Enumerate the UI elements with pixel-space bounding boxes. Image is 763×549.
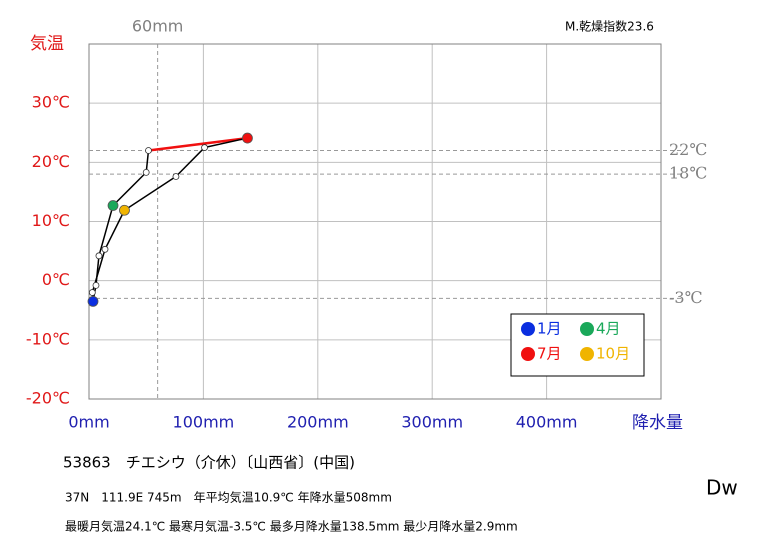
climate-segment	[104, 209, 126, 250]
month-point	[101, 245, 109, 253]
y-tick-label: -20℃	[26, 389, 70, 408]
reference-label: 18℃	[669, 164, 707, 183]
legend-label: 7月	[537, 345, 562, 363]
month-point	[172, 173, 180, 180]
month-point	[201, 144, 208, 151]
month-point	[242, 132, 253, 144]
climate-segment	[124, 175, 177, 211]
legend-marker	[580, 347, 594, 361]
climate-class: Dw	[706, 476, 738, 500]
legend-marker	[521, 347, 535, 361]
reference-label: 60mm	[132, 17, 184, 36]
y-tick-label: 30℃	[32, 93, 70, 112]
y-tick-label: 0℃	[42, 270, 70, 289]
y-tick-label: -10℃	[26, 329, 70, 348]
month-point	[119, 204, 130, 216]
legend-marker	[521, 322, 535, 336]
month-point	[107, 200, 119, 211]
y-axis-label: 気温	[30, 34, 64, 54]
legend-marker	[580, 322, 594, 336]
climate-segment	[112, 171, 147, 207]
reference-label: 22℃	[669, 140, 707, 159]
reference-label: -3℃	[669, 288, 702, 307]
x-tick-label: 100mm	[173, 413, 235, 432]
month-point	[88, 289, 96, 296]
month-point	[142, 168, 150, 176]
plot-frame	[88, 43, 662, 400]
x-tick-label: 300mm	[401, 413, 463, 432]
climate-segment	[145, 150, 150, 173]
legend-label: 4月	[596, 320, 621, 338]
info-line: 最暖月気温24.1℃ 最寒月気温-3.5℃ 最多月降水量138.5mm 最少月降…	[65, 519, 518, 534]
month-point	[145, 147, 152, 154]
climate-segment	[175, 147, 206, 178]
y-tick-label: 10℃	[32, 211, 70, 230]
climate-segment	[98, 205, 114, 257]
dryness-index: M.乾燥指数23.6	[565, 19, 654, 34]
month-point	[95, 252, 103, 260]
y-tick-label: 20℃	[32, 152, 70, 171]
legend-label: 1月	[537, 320, 562, 338]
x-tick-label: 200mm	[287, 413, 349, 432]
climate-segment	[148, 136, 248, 152]
info-line: 37N 111.9E 745m 年平均気温10.9℃ 年降水量508mm	[65, 490, 392, 505]
month-point	[92, 281, 100, 289]
climate-segment	[204, 137, 248, 149]
x-axis-label: 降水量	[632, 413, 683, 433]
station: 53863 チエシウ（介休）〔山西省〕(中国)	[63, 454, 355, 472]
legend-label: 10月	[596, 345, 630, 363]
x-tick-label: 0mm	[68, 413, 109, 432]
x-tick-label: 400mm	[516, 413, 578, 432]
month-point	[87, 295, 99, 307]
